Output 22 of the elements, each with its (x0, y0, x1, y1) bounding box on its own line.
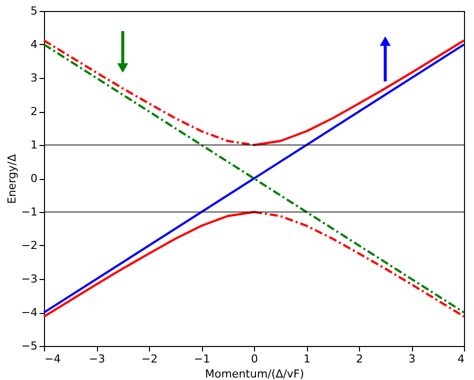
x-axis-title: Momentum/(Δ/vF) (204, 368, 304, 380)
y-tick-label: 2 (30, 105, 38, 118)
x-tick-label: 1 (304, 352, 310, 366)
y-tick-label: −4 (21, 306, 38, 319)
x-tick-label: −2 (141, 352, 158, 366)
y-tick-label: −2 (21, 239, 38, 252)
y-tick-label: −1 (21, 206, 38, 218)
y-tick-label: −5 (21, 340, 38, 352)
y-tick-label: 0 (30, 172, 38, 185)
x-tick-label: 4 (458, 352, 464, 366)
x-tick-label: −3 (88, 352, 106, 366)
y-tick-label: 5 (30, 4, 38, 18)
x-tick-label: −1 (194, 352, 210, 366)
x-tick-label: 0 (251, 352, 258, 366)
x-tick-label: 2 (356, 352, 363, 366)
y-tick-label: −3 (21, 272, 38, 286)
x-tick-label: −4 (44, 352, 61, 366)
y-tick-label: 4 (30, 38, 38, 51)
y-tick-label: 1 (30, 138, 38, 152)
y-tick-label: 3 (30, 72, 38, 84)
y-axis-title: Energy/Δ (5, 154, 18, 204)
x-tick-label: 3 (408, 352, 416, 366)
